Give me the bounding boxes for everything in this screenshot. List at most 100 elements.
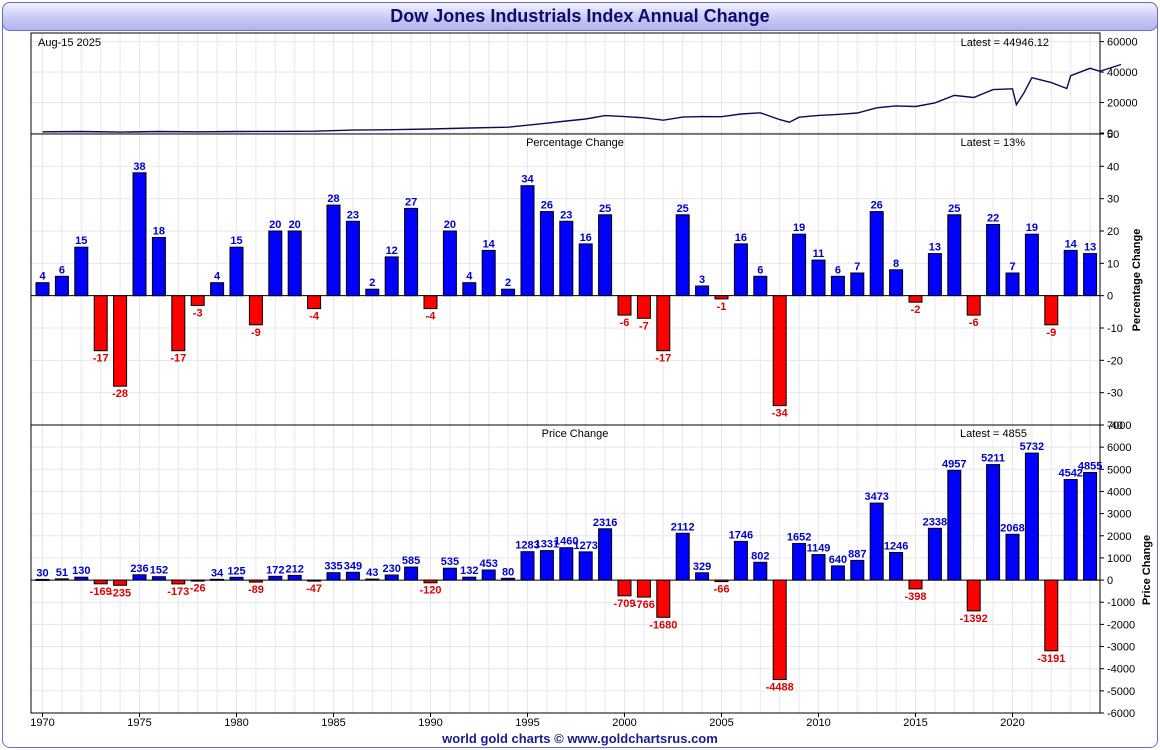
bar xyxy=(539,550,554,581)
bar xyxy=(501,288,516,297)
bar-label: 25 xyxy=(599,203,611,215)
bar xyxy=(54,275,69,297)
bar-label: 2068 xyxy=(1000,522,1024,534)
bar xyxy=(171,579,186,585)
bar xyxy=(1044,579,1059,652)
bar xyxy=(947,469,962,581)
y-tick-label: -30 xyxy=(1107,388,1123,400)
bar xyxy=(733,540,748,581)
bar-label: 802 xyxy=(751,550,769,562)
bar xyxy=(210,578,225,581)
x-tick-label: 2000 xyxy=(612,717,636,729)
bar-label: -4 xyxy=(309,311,320,323)
bar xyxy=(559,547,574,581)
percentage-panel-title: Percentage Change xyxy=(526,137,624,149)
y-tick-label: 20 xyxy=(1107,226,1119,238)
bar-label: 25 xyxy=(948,203,960,215)
bar-label: 23 xyxy=(560,209,572,221)
y-tick-label: 3000 xyxy=(1107,509,1131,521)
bar-label: 4 xyxy=(214,271,221,283)
percentage-latest-label: Latest = 13% xyxy=(960,137,1025,149)
bar xyxy=(947,214,962,297)
bar xyxy=(268,575,283,581)
bar xyxy=(171,295,186,352)
bar-label: -766 xyxy=(633,599,655,611)
bar xyxy=(345,220,360,297)
bar-label: 2316 xyxy=(593,517,617,529)
bar-label: 5732 xyxy=(1020,441,1044,453)
bar xyxy=(113,579,128,586)
bar xyxy=(190,579,205,582)
bar-label: 16 xyxy=(580,232,592,244)
bar xyxy=(1024,233,1039,297)
bar xyxy=(986,464,1001,581)
bar xyxy=(714,579,729,583)
bar-label: 2 xyxy=(505,277,511,289)
bar xyxy=(248,579,263,583)
bar xyxy=(559,220,574,297)
bar xyxy=(287,574,302,581)
bar xyxy=(753,275,768,297)
y-tick-label: 5000 xyxy=(1107,464,1131,476)
bar-label: 12 xyxy=(386,245,398,257)
bar xyxy=(850,559,865,581)
bar xyxy=(656,295,671,352)
bar-label: 8 xyxy=(893,258,899,270)
bar xyxy=(636,579,651,598)
bar-label: 349 xyxy=(344,560,362,572)
price-change-y-axis: -6000 -5000 -4000 -3000 -2000 -1000 0 1000 2000 3… xyxy=(1100,420,1135,720)
bar xyxy=(132,172,147,297)
bar xyxy=(908,295,923,303)
bar xyxy=(772,295,787,407)
bar-label: -2 xyxy=(911,304,921,316)
bar-label: 887 xyxy=(848,548,866,560)
bar-label: -1392 xyxy=(960,613,988,625)
bar-label: -120 xyxy=(419,585,441,597)
bar-label: 34 xyxy=(211,567,224,579)
price-change-panel-border xyxy=(30,424,1101,714)
x-tick-label: 1970 xyxy=(30,717,54,729)
footer-credit: world gold charts © www.goldchartsrus.co… xyxy=(442,731,718,746)
y-tick-label: 40000 xyxy=(1107,67,1138,79)
bar xyxy=(74,576,89,581)
bar xyxy=(501,577,516,581)
y-tick-label: -3000 xyxy=(1107,642,1135,654)
bar xyxy=(345,571,360,581)
bar-label: 152 xyxy=(150,565,168,577)
bar-label: -169 xyxy=(90,586,112,598)
bar xyxy=(792,233,807,297)
percentage-y-label: Percentage Change xyxy=(1131,229,1143,332)
bar-label: 453 xyxy=(480,558,498,570)
bar-label: -89 xyxy=(248,584,264,596)
bar xyxy=(35,578,50,581)
bar xyxy=(404,207,419,297)
y-tick-label: 7000 xyxy=(1107,420,1131,432)
bar xyxy=(966,579,981,612)
bar-label: 7 xyxy=(1009,261,1015,273)
y-tick-label: -10 xyxy=(1107,323,1123,335)
bar-label: -6 xyxy=(620,317,630,329)
bar xyxy=(93,295,108,352)
bar-label: 1273 xyxy=(573,540,597,552)
bar-label: 4855 xyxy=(1078,461,1102,473)
bar-label: 15 xyxy=(230,235,242,247)
bar xyxy=(772,579,787,680)
bar xyxy=(520,185,535,297)
bar-label: 22 xyxy=(987,213,999,225)
title-bar: Dow Jones Industrials Index Annual Chang… xyxy=(2,2,1158,31)
bar-label: 4 xyxy=(466,271,473,283)
bar-label: 4957 xyxy=(942,458,966,470)
x-tick-label: 2020 xyxy=(1000,717,1024,729)
bar-label: 34 xyxy=(521,174,534,186)
bar xyxy=(1083,253,1098,297)
bar xyxy=(384,574,399,581)
bar xyxy=(578,243,593,297)
y-tick-label: -1000 xyxy=(1107,597,1135,609)
bar xyxy=(753,561,768,581)
bar-label: 585 xyxy=(402,555,420,567)
bar-label: -235 xyxy=(109,587,131,599)
bar-label: 13 xyxy=(1084,242,1096,254)
bar-label: 130 xyxy=(72,565,90,577)
